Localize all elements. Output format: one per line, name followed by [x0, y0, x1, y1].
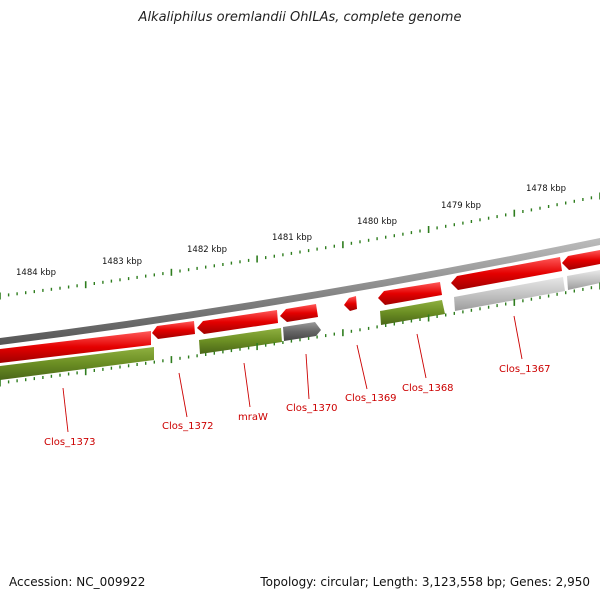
gene-label-clos-1373: Clos_1373 [44, 437, 96, 448]
gene-pseudo-block [454, 277, 565, 311]
leader-line [62, 387, 69, 433]
leader-line [416, 333, 427, 379]
forward-genes [0, 250, 600, 363]
gene-forward-block [152, 321, 195, 339]
ruler-label: 1478 kbp [526, 184, 566, 194]
gene-forward-block [451, 257, 562, 290]
gene-forward-block [562, 250, 600, 270]
gene-forward-block [280, 304, 318, 322]
ruler-label: 1484 kbp [16, 268, 56, 278]
gene-reverse-block [199, 328, 282, 354]
gene-label-clos-1367: Clos_1367 [499, 364, 551, 375]
genome-backbone [0, 238, 600, 345]
gene-reverse-block [0, 347, 154, 380]
leader-line [513, 315, 523, 360]
leader-line [178, 372, 188, 418]
outer-tick-marks [0, 192, 600, 300]
ruler-label: 1481 kbp [272, 233, 312, 243]
gene-label-clos-1368: Clos_1368 [402, 383, 454, 394]
genome-summary-text: Topology: circular; Length: 3,123,558 bp… [260, 575, 590, 589]
gene-forward-block [378, 282, 442, 305]
reverse-genes [0, 270, 600, 380]
gene-label-clos-1369: Clos_1369 [345, 393, 397, 404]
gene-unknown-block [283, 322, 321, 341]
gene-pseudo-block [567, 270, 600, 290]
gene-label-clos-1370: Clos_1370 [286, 403, 338, 414]
map-title: Alkaliphilus oremlandii OhILAs, complete… [138, 10, 462, 25]
leader-line [243, 362, 251, 408]
ruler-label: 1479 kbp [441, 201, 481, 211]
gene-forward-block [0, 331, 151, 363]
ruler-label: 1480 kbp [357, 217, 397, 227]
gene-label-clos-1372: Clos_1372 [162, 421, 214, 432]
label-leader-lines [62, 315, 523, 433]
gene-labels: Clos_1373 Clos_1372 mraW Clos_1370 Clos_… [44, 364, 551, 448]
gene-reverse-block [380, 300, 445, 325]
gene-label-mraw: mraW [238, 412, 268, 423]
ruler-label: 1482 kbp [187, 245, 227, 255]
ruler-label: 1483 kbp [102, 257, 142, 267]
leader-line [356, 344, 368, 390]
inner-tick-marks [0, 282, 600, 387]
ruler-labels: 1484 kbp 1483 kbp 1482 kbp 1481 kbp 1480… [16, 184, 566, 278]
gene-forward-block [344, 296, 357, 311]
gene-forward-block [197, 310, 278, 334]
leader-line [305, 353, 310, 400]
accession-text: Accession: NC_009922 [9, 575, 146, 589]
